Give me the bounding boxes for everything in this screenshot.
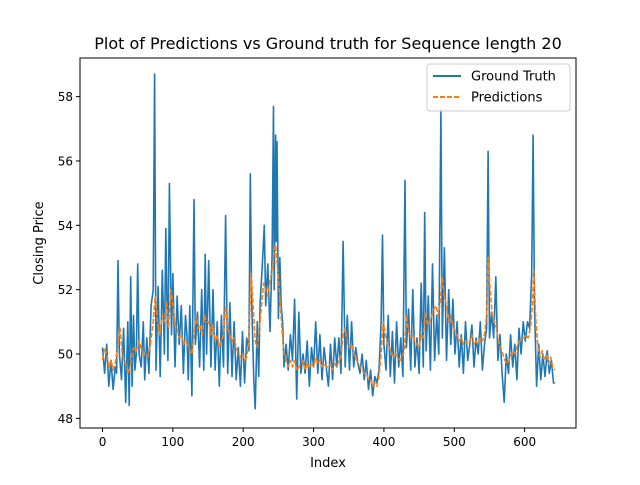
plot-frame [79, 57, 577, 429]
x-axis-label: Index [310, 456, 346, 471]
y-axis: 48 50 52 54 56 58 [58, 90, 80, 426]
legend-label-predictions: Predictions [471, 91, 543, 106]
legend-label-ground-truth: Ground Truth [471, 70, 556, 85]
series-line-predictions [101, 243, 556, 388]
x-tick-label: 100 [161, 435, 184, 449]
y-axis-label: Closing Price [32, 201, 47, 284]
chart-title: Plot of Predictions vs Ground truth for … [94, 34, 562, 53]
x-axis: 0 100 200 300 400 500 600 [99, 428, 536, 449]
x-tick-label: 500 [443, 435, 466, 449]
legend-box [426, 63, 571, 112]
x-tick-label: 0 [99, 435, 107, 449]
x-tick-label: 600 [513, 435, 536, 449]
x-tick-label: 400 [372, 435, 395, 449]
y-tick-label: 54 [58, 219, 73, 233]
series-layer [101, 73, 556, 410]
y-tick-label: 58 [58, 90, 73, 104]
x-tick-label: 200 [232, 435, 255, 449]
x-tick-label: 300 [302, 435, 325, 449]
y-tick-label: 56 [58, 154, 73, 168]
y-tick-label: 50 [58, 348, 73, 362]
legend: Ground Truth Predictions [426, 63, 571, 112]
y-tick-label: 52 [58, 283, 73, 297]
y-tick-label: 48 [58, 412, 73, 426]
plot-area [79, 57, 577, 429]
